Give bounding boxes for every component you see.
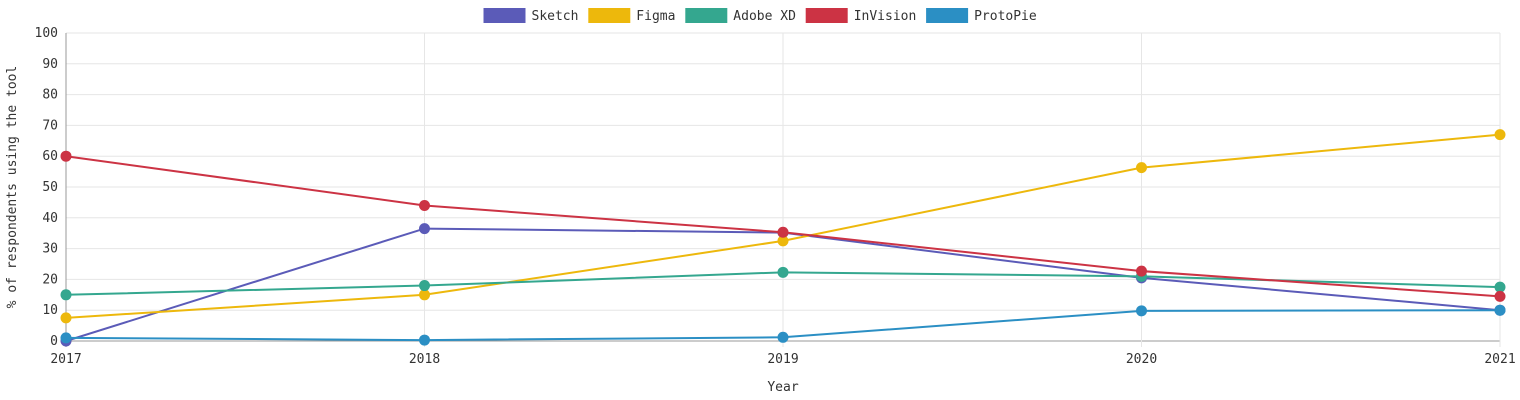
data-point[interactable] <box>419 223 430 235</box>
data-point[interactable] <box>419 334 430 346</box>
legend-swatch <box>805 8 848 23</box>
legend-label: InVision <box>854 9 917 24</box>
legend-item-sketch[interactable]: Sketch <box>483 8 579 24</box>
data-point[interactable] <box>1494 281 1506 293</box>
x-tick-label: 2019 <box>767 352 798 367</box>
y-tick-label: 0 <box>50 334 58 349</box>
series-figma <box>60 129 1506 324</box>
x-axis-title: Year <box>767 380 798 395</box>
data-point[interactable] <box>1136 162 1147 174</box>
y-tick-label: 70 <box>42 118 58 133</box>
y-axis-title: % of respondents using the tool <box>5 66 20 309</box>
data-point[interactable] <box>60 289 72 301</box>
data-point[interactable] <box>1136 305 1147 317</box>
data-point[interactable] <box>777 226 789 238</box>
series <box>60 129 1506 347</box>
data-point[interactable] <box>1494 290 1506 302</box>
legend-label: Figma <box>636 9 675 24</box>
y-tick-label: 50 <box>42 180 58 195</box>
data-point[interactable] <box>419 199 430 211</box>
data-point[interactable] <box>777 266 789 278</box>
legend-label: Sketch <box>532 9 579 24</box>
data-point[interactable] <box>1494 304 1506 316</box>
data-point[interactable] <box>419 280 430 292</box>
legend-swatch <box>483 8 526 23</box>
x-tick-label: 2021 <box>1484 352 1515 367</box>
y-tick-label: 90 <box>42 57 58 72</box>
legend-item-adobe-xd[interactable]: Adobe XD <box>685 8 796 24</box>
y-tick-label: 40 <box>42 211 58 226</box>
data-point[interactable] <box>777 331 789 343</box>
series-invision <box>60 150 1506 302</box>
legend: Sketch Figma Adobe XD InVision ProtoPie <box>483 8 1037 24</box>
series-protopie <box>60 304 1506 346</box>
legend-item-invision[interactable]: InVision <box>805 8 917 24</box>
y-tick-label: 20 <box>42 272 58 287</box>
legend-swatch <box>685 8 728 23</box>
y-tick-label: 80 <box>42 88 58 103</box>
y-tick-label: 60 <box>42 149 58 164</box>
data-point[interactable] <box>60 332 72 344</box>
legend-item-figma[interactable]: Figma <box>588 8 675 24</box>
x-tick-label: 2018 <box>409 352 440 367</box>
data-point[interactable] <box>60 150 72 162</box>
y-tick-label: 30 <box>42 242 58 257</box>
axes: 0 10 20 30 40 50 60 70 80 90 100 2017 2018 2019 2020 20… <box>35 26 1516 367</box>
data-point[interactable] <box>419 289 430 301</box>
x-tick-label: 2017 <box>50 352 81 367</box>
legend-item-protopie[interactable]: ProtoPie <box>926 8 1037 24</box>
legend-label: Adobe XD <box>733 9 796 24</box>
grid <box>65 32 1501 347</box>
data-point[interactable] <box>1136 265 1147 277</box>
data-point[interactable] <box>1494 129 1506 141</box>
y-tick-label: 10 <box>42 303 58 318</box>
legend-label: ProtoPie <box>974 9 1037 24</box>
legend-swatch <box>588 8 631 23</box>
data-point[interactable] <box>60 312 72 324</box>
legend-swatch <box>926 8 969 23</box>
x-tick-label: 2020 <box>1126 352 1157 367</box>
data-point[interactable] <box>777 235 789 247</box>
y-tick-label: 100 <box>35 26 58 41</box>
